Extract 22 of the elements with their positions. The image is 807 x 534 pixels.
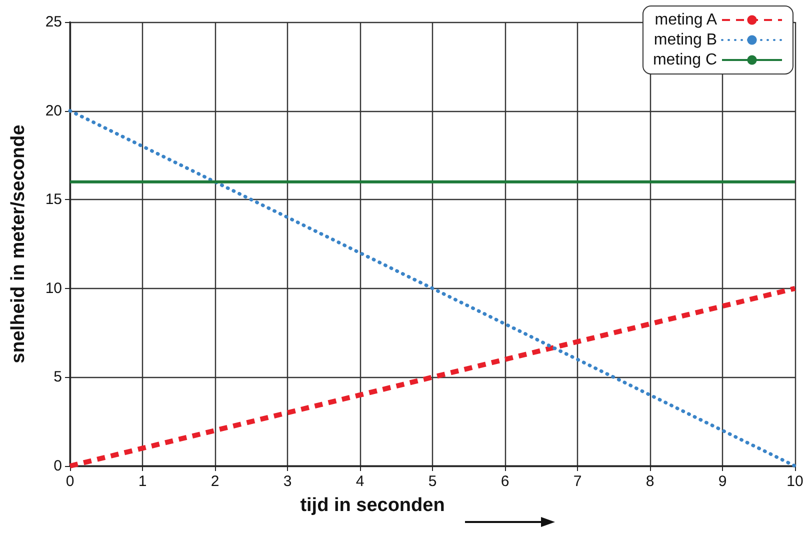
y-tick-label: 20 — [45, 102, 62, 120]
x-tick-label: 1 — [138, 473, 147, 490]
x-tick-label: 3 — [283, 473, 292, 490]
x-tick-label: 9 — [718, 473, 727, 490]
y-tick-label: 5 — [54, 368, 62, 386]
legend-label: meting A — [654, 12, 718, 28]
y-tick-label: 25 — [45, 14, 62, 30]
legend-label: meting C — [652, 52, 717, 68]
x-axis-title: tijd in seconden — [300, 495, 445, 516]
x-tick-label: 8 — [646, 473, 654, 490]
x-tick-label: 4 — [356, 473, 364, 490]
x-tick-label: 5 — [428, 473, 437, 490]
x-tick-label: 10 — [786, 473, 804, 490]
y-axis-title: snelheid in meter/seconde — [8, 124, 29, 364]
y-tick-label: 15 — [45, 191, 62, 208]
legend-label: meting B — [654, 32, 717, 48]
x-tick-label: 7 — [573, 473, 582, 490]
x-tick-label: 0 — [66, 473, 74, 490]
x-tick-label: 6 — [500, 473, 510, 490]
y-tick-label: 0 — [54, 458, 62, 474]
y-tick-label: 10 — [45, 280, 62, 297]
x-tick-label: 2 — [210, 473, 220, 490]
